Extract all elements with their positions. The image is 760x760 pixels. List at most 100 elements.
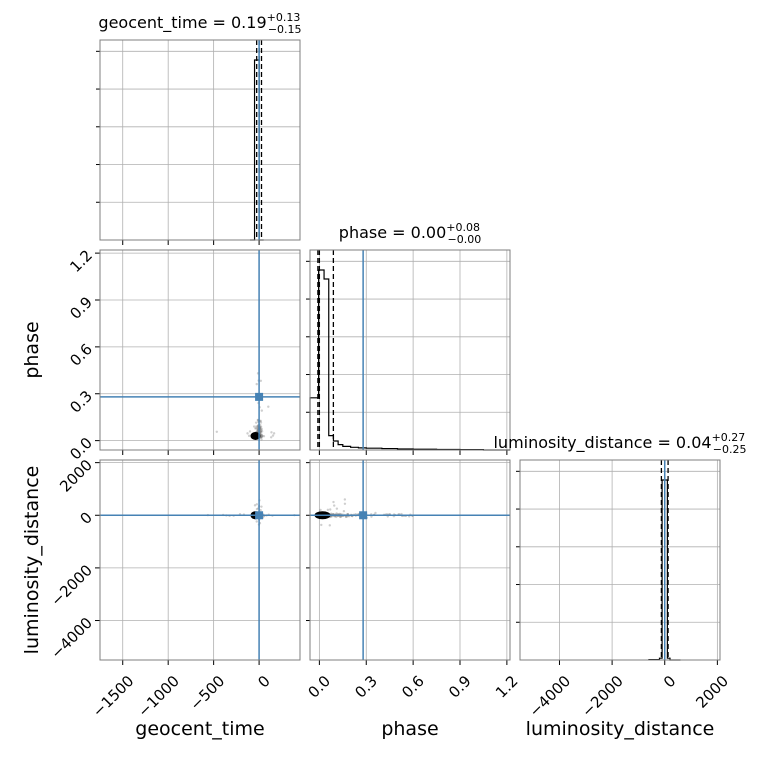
sample-point [259, 429, 262, 433]
sample-point [260, 434, 263, 437]
truth-marker [359, 511, 368, 520]
x-tick-label: 0 [254, 672, 273, 691]
sample-point [262, 435, 266, 438]
sample-point [260, 435, 263, 438]
x-tick-label: −1500 [89, 672, 138, 721]
sample-point [332, 500, 335, 504]
x-tick-label: 0.0 [305, 672, 335, 702]
y-tick-label: 0.9 [66, 293, 96, 323]
panel-frame [309, 249, 511, 451]
sample-point [259, 431, 262, 434]
panel-frame [519, 459, 721, 661]
truth-marker [255, 511, 264, 520]
histogram-phase [309, 269, 510, 451]
sample-point [343, 502, 347, 505]
sample-point [260, 427, 263, 431]
sample-point [254, 427, 257, 430]
panel-title-geocent_time: geocent_time = 0.19+0.13 −0.15 [98, 11, 301, 36]
sample-point [256, 429, 259, 432]
sample-point [319, 508, 322, 512]
x-tick-label: 0.6 [398, 672, 428, 702]
sample-point [255, 425, 258, 428]
panel-phase-hist: phase = 0.00+0.08 −0.00 [306, 221, 511, 455]
sample-point [248, 430, 252, 433]
y-tick-label: −4000 [47, 614, 96, 663]
panels: geocent_time = 0.19+0.13 −0.15 0.0 0.3 0.6 0.… [47, 11, 746, 721]
x-tick-label: 0.3 [351, 672, 381, 702]
panel-frame [99, 459, 301, 661]
sample-point [271, 434, 275, 437]
x-axis-label-luminosity_distance: luminosity_distance [526, 718, 715, 740]
x-tick-label: 2000 [692, 672, 732, 712]
sample-point [215, 430, 219, 433]
sample-point [254, 421, 258, 424]
sample-point [260, 435, 263, 439]
sample-point [335, 507, 339, 510]
y-tick-label: 0.3 [66, 387, 96, 417]
sample-point [370, 515, 373, 518]
x-tick-label: 0.9 [445, 672, 475, 702]
panel-title-phase: phase = 0.00+0.08 −0.00 [339, 221, 481, 246]
sample-point [320, 523, 323, 527]
sample-point [256, 429, 259, 433]
x-tick-label: −2000 [578, 672, 627, 721]
sample-point [328, 524, 331, 527]
y-tick-label: 0 [77, 509, 96, 528]
sample-point [374, 511, 377, 515]
sample-point [260, 430, 264, 433]
density-core [250, 431, 261, 440]
sample-point [335, 512, 338, 515]
sample-point [259, 379, 263, 382]
sample-point [259, 429, 262, 433]
samples-geocent_time-luminosity_distance [206, 499, 296, 526]
sample-point [344, 515, 348, 519]
sample-point [260, 435, 264, 438]
sample-point [326, 508, 330, 511]
sample-point [255, 507, 259, 511]
sample-point [256, 427, 259, 431]
sample-point [260, 434, 264, 437]
x-tick-label: 1.2 [492, 672, 522, 702]
sample-point [335, 515, 338, 519]
panel-geocent_time-hist: geocent_time = 0.19+0.13 −0.15 [96, 11, 302, 245]
panel-geocent_time-vs-luminosity_distance: −4000−2000 0 2000 −1500−1000 −500 0 [47, 456, 301, 721]
sample-point [260, 436, 263, 439]
sample-point [259, 421, 263, 424]
panel-title-luminosity_distance: luminosity_distance = 0.04+0.27 −0.25 [493, 431, 746, 456]
sample-point [259, 430, 262, 433]
y-axis-label-phase: phase [21, 321, 43, 378]
sample-point [260, 429, 263, 432]
sample-point [246, 432, 249, 435]
sample-point [260, 409, 264, 412]
sample-point [254, 427, 258, 430]
sample-point [343, 498, 347, 501]
sample-point [259, 427, 262, 431]
sample-point [259, 425, 263, 429]
panel-frame [99, 249, 301, 451]
sample-point [255, 520, 258, 523]
sample-point [272, 432, 276, 435]
sample-point [260, 438, 263, 441]
sample-point [259, 435, 263, 438]
sample-point [261, 434, 264, 438]
y-tick-label: 1.2 [66, 246, 96, 276]
panel-frame [99, 39, 301, 241]
sample-point [259, 419, 262, 423]
samples-geocent_time-phase [215, 372, 276, 441]
sample-point [256, 425, 259, 429]
x-axis-label-phase: phase [381, 718, 438, 740]
truth-marker [255, 392, 264, 401]
sample-point [255, 382, 258, 386]
axis-labels: geocent_time phase luminosity_distancephas… [21, 321, 714, 740]
sample-point [255, 503, 259, 506]
sample-point [270, 431, 273, 434]
x-tick-label: 0 [660, 672, 679, 691]
sample-point [259, 430, 262, 433]
panel-geocent_time-vs-phase: 0.00.30.60.91.2 [66, 246, 301, 464]
x-tick-label: −1000 [134, 672, 183, 721]
sample-point [342, 509, 346, 513]
y-tick-label: −2000 [47, 561, 96, 610]
x-tick-label: −500 [187, 672, 229, 714]
